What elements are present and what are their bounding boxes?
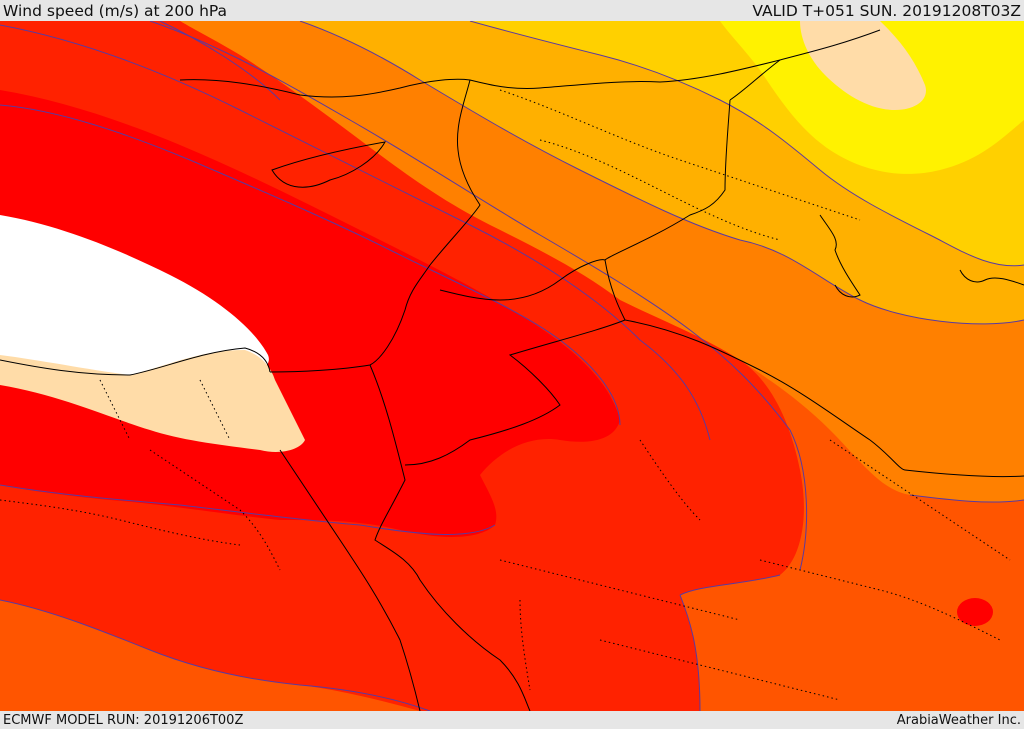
credit: ArabiaWeather Inc. <box>896 712 1021 728</box>
wind-speed-map <box>0 21 1024 711</box>
band-strong <box>180 21 1024 503</box>
valid-time: VALID T+051 SUN. 20191208T03Z <box>752 1 1021 20</box>
map-footer: ECMWF MODEL RUN: 20191206T00Z ArabiaWeat… <box>0 711 1024 729</box>
model-run: ECMWF MODEL RUN: 20191206T00Z <box>3 712 244 728</box>
band-calm-coast <box>0 350 305 452</box>
provincial-boundaries <box>0 89 1011 701</box>
map-header: Wind speed (m/s) at 200 hPa VALID T+051 … <box>0 0 1024 21</box>
map-svg <box>0 21 1024 711</box>
country-borders <box>0 29 1024 711</box>
band-jet-blob <box>957 598 993 626</box>
wind-contours <box>0 21 1024 711</box>
band-calm <box>800 21 926 110</box>
band-max-wind <box>0 215 269 385</box>
map-title: Wind speed (m/s) at 200 hPa <box>3 1 228 20</box>
